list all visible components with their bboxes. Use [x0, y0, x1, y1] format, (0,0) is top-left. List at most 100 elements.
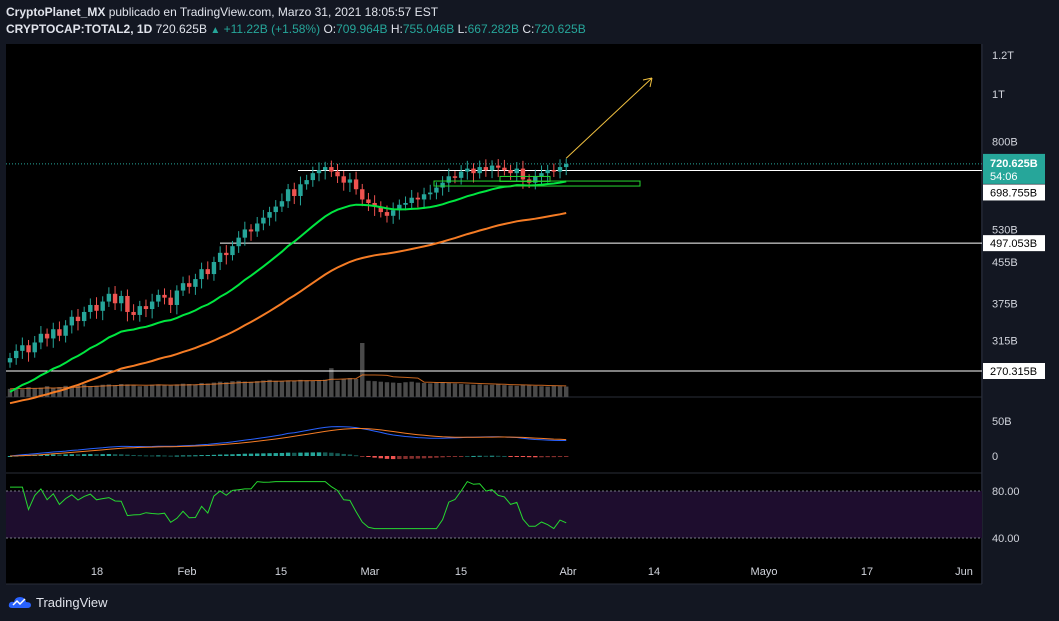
candle-body — [20, 345, 25, 351]
macd-histogram-bar — [446, 456, 451, 457]
candle-body — [242, 229, 248, 238]
candle-body — [168, 297, 173, 305]
volume-bar — [526, 385, 532, 397]
countdown-label: 54:06 — [990, 171, 1018, 183]
volume-bar — [174, 384, 180, 397]
candle-body — [205, 269, 210, 275]
macd-histogram-bar — [199, 455, 204, 457]
volume-bar — [273, 380, 278, 397]
macd-histogram-bar — [526, 456, 532, 458]
volume-bar — [409, 381, 414, 397]
volume-bar — [248, 381, 254, 397]
volume-bar — [335, 380, 340, 397]
macd-histogram-bar — [143, 455, 149, 457]
macd-histogram-bar — [75, 454, 81, 456]
volume-bar — [13, 388, 19, 397]
macd-histogram-bar — [63, 454, 68, 456]
candle-body — [224, 252, 229, 256]
level-price-tag — [983, 184, 1045, 201]
candle-body — [81, 311, 87, 322]
candle-body — [119, 295, 124, 304]
macd-histogram-bar — [335, 453, 340, 456]
candle-body — [292, 189, 297, 196]
volume-bar — [279, 381, 285, 397]
volume-bar — [156, 384, 161, 397]
candle-body — [415, 197, 421, 200]
tradingview-brand: TradingView — [36, 594, 108, 610]
price-axis-label: 530B — [992, 224, 1018, 236]
macd-histogram-bar — [69, 454, 74, 456]
candle-body — [316, 170, 322, 174]
macd-histogram-bar — [428, 456, 433, 459]
candle-body — [137, 306, 142, 315]
volume-bar — [533, 385, 538, 397]
candle-body — [477, 167, 482, 174]
volume-bar — [471, 384, 476, 397]
time-axis-label: 14 — [648, 566, 660, 578]
publish-line: CryptoPlanet_MX publicado en TradingView… — [6, 5, 438, 19]
candle-body — [94, 304, 99, 311]
author-name[interactable]: CryptoPlanet_MX — [6, 5, 106, 19]
volume-bar — [557, 386, 563, 397]
macd-histogram-bar — [236, 454, 241, 456]
tradingview-logo[interactable]: TradingView — [8, 594, 108, 610]
macd-histogram-bar — [162, 455, 167, 457]
ema-fast-line — [9, 180, 567, 393]
macd-histogram-bar — [545, 456, 550, 458]
candle-body — [106, 293, 112, 302]
macd-histogram-bar — [372, 456, 377, 458]
volume-bar — [69, 386, 74, 397]
volume-bar — [7, 388, 13, 397]
price-chart[interactable]: 1.2T 1T 800B 530B 455B 375B 315B 18 Feb 15 Mar 15 Ab… — [0, 40, 1059, 588]
macd-histogram-bar — [242, 453, 248, 456]
volume-bar — [477, 384, 482, 397]
up-triangle-icon: ▲ — [210, 25, 221, 36]
macd-histogram-bar — [508, 456, 513, 457]
volume-bar — [341, 379, 346, 397]
candle-body — [248, 229, 254, 232]
macd-histogram-bar — [310, 452, 316, 456]
volume-bar — [310, 380, 316, 397]
macd-histogram-bar — [125, 454, 130, 456]
candle-body — [143, 306, 149, 310]
volume-bar — [162, 385, 167, 397]
macd-axis-label: 50B — [992, 416, 1012, 428]
rsi-axis-label: 40.00 — [992, 533, 1020, 545]
volume-bar — [217, 381, 223, 397]
candle-body — [551, 170, 557, 172]
volume-bar — [44, 386, 50, 397]
volume-bar — [539, 386, 544, 397]
candle-body — [384, 212, 390, 216]
volume-bar — [292, 380, 297, 397]
volume-bar — [199, 382, 204, 397]
price-axis-label: 800B — [992, 137, 1018, 149]
volume-bar — [458, 384, 464, 397]
volume-bar — [298, 379, 303, 397]
macd-histogram-bar — [378, 456, 383, 459]
volume-bar — [403, 382, 408, 397]
macd-histogram-bar — [7, 456, 13, 457]
candle-body — [193, 279, 198, 287]
candle-body — [69, 316, 74, 326]
macd-histogram-bar — [217, 454, 223, 456]
volume-bar — [347, 378, 353, 397]
candle-body — [285, 189, 291, 202]
volume-bar — [112, 385, 118, 397]
macd-histogram-bar — [156, 455, 161, 457]
macd-histogram-bar — [112, 454, 118, 456]
last-price-tag — [983, 153, 1045, 184]
macd-histogram-bar — [180, 455, 186, 457]
candle-body — [32, 342, 37, 353]
macd-histogram-bar — [465, 455, 470, 457]
macd-histogram-bar — [88, 454, 93, 456]
candle-body — [378, 206, 383, 213]
candle-body — [57, 329, 62, 336]
candle-body — [539, 173, 544, 177]
macd-histogram-bar — [353, 455, 359, 457]
symbol-label[interactable]: CRYPTOCAP:TOTAL2, 1D — [6, 22, 153, 36]
macd-histogram-bar — [304, 452, 309, 456]
volume-bar — [224, 382, 229, 397]
volume-bar — [372, 381, 377, 397]
time-axis-label: 15 — [455, 566, 467, 578]
volume-bar — [508, 385, 513, 397]
